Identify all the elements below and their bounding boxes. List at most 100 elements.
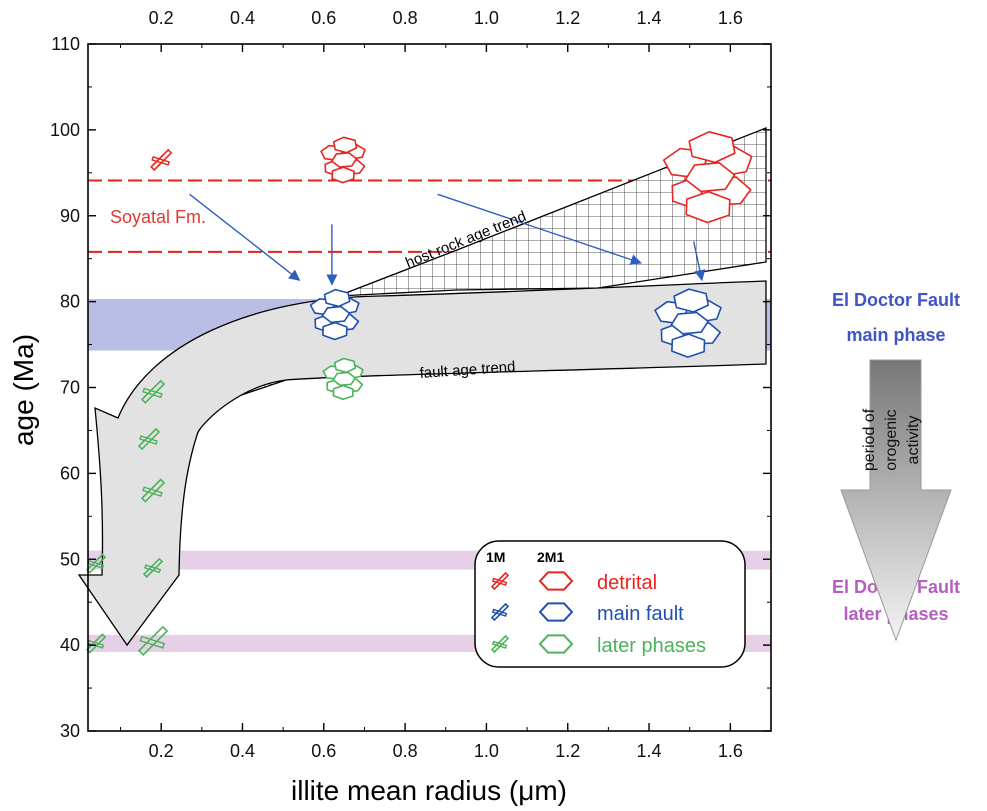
y-tick-label-3: 50: [60, 549, 80, 569]
x-tick-label-bottom-8: 1.6: [718, 741, 743, 761]
point-later-phases-7-lath-1: [85, 633, 107, 654]
point-main-fault-1: [309, 288, 360, 341]
point-main-fault-2-plate-5: [670, 311, 709, 335]
x-tick-label-top-8: 1.6: [718, 8, 743, 28]
transition-arrow-3: [437, 193, 642, 266]
x-tick-label-top-4: 0.8: [393, 8, 418, 28]
fault-trend-label: fault age trend: [419, 358, 516, 382]
legend-1m-glyph-2: [490, 602, 510, 622]
point-later-phases-4-lath-1: [140, 478, 166, 503]
point-later-phases-6: [142, 557, 164, 578]
point-detrital-3-plate-7: [685, 190, 731, 224]
point-later-phases-8: [137, 625, 169, 656]
legend-label-detrital: detrital: [597, 572, 657, 594]
y-tick-label-2: 40: [60, 635, 80, 655]
legend-1m-glyph-2-lath-1: [490, 602, 510, 622]
x-tick-label-top-5: 1.0: [474, 8, 499, 28]
point-later-phases-8-lath-2: [139, 635, 166, 649]
x-tick-label-bottom-1: 0.2: [149, 741, 174, 761]
y-axis-title: age (Ma): [8, 334, 39, 446]
point-detrital-2-plate-7: [331, 166, 355, 184]
side-period-line-2: orogenic: [883, 409, 900, 470]
side-period-arrow: [840, 359, 952, 642]
point-detrital-2: [320, 136, 366, 184]
x-tick-label-bottom-6: 1.2: [555, 741, 580, 761]
point-later-phases-4-lath-2: [142, 486, 163, 497]
side-period-line-1: period of: [861, 408, 878, 471]
point-later-phases-6-lath-2: [144, 564, 162, 574]
point-later-phases-2: [140, 379, 166, 404]
x-tick-label-bottom-7: 1.4: [637, 741, 662, 761]
side-period-line-3: activity: [905, 416, 922, 465]
x-axis-title: illite mean radius (μm): [291, 775, 567, 806]
point-detrital-3-plate-6: [688, 131, 736, 164]
legend-col-2m1: 2M1: [537, 549, 564, 565]
side-panel: El Doctor Fault main phase El Doctor Fau…: [832, 290, 960, 642]
point-later-phases-4: [140, 478, 166, 503]
transition-arrow-4: [693, 241, 706, 282]
point-later-phases-3-lath-1: [137, 427, 161, 451]
legend-1m-glyph-3-lath-2: [491, 640, 508, 649]
legend-2m1-glyph-2: [538, 602, 574, 622]
legend-label-main-fault: main fault: [597, 603, 684, 625]
x-tick-label-bottom-2: 0.4: [230, 741, 255, 761]
point-detrital-1-lath-1: [150, 148, 173, 172]
point-main-fault-2-plate-6: [673, 288, 710, 313]
side-main-phase-line-2: main phase: [846, 325, 945, 345]
y-tick-label-1: 30: [60, 721, 80, 741]
legend-box: [474, 540, 746, 668]
point-main-fault-2: [654, 288, 722, 358]
host-rock-trend-wedge: [337, 127, 767, 297]
legend-label-later-phases: later phases: [597, 635, 706, 657]
y-tick-label-9: 110: [51, 34, 80, 54]
y-tick-label-8: 100: [50, 120, 80, 140]
legend-1m-glyph-2-lath-2: [491, 608, 508, 617]
point-later-phases-2-lath-1: [140, 379, 166, 404]
legend: 1M 2M1 detrital main fault later phases: [474, 540, 746, 668]
legend-1m-glyph-3: [490, 634, 510, 654]
x-tick-label-top-3: 0.6: [311, 8, 336, 28]
point-detrital-2-plate-6: [332, 136, 358, 154]
y-tick-label-5: 70: [60, 378, 80, 398]
y-tick-label-4: 60: [60, 463, 80, 483]
point-later-phases-1: [322, 357, 364, 401]
point-detrital-1-lath-2: [151, 156, 171, 166]
point-later-phases-3: [137, 427, 161, 451]
x-tick-label-bottom-4: 0.8: [393, 741, 418, 761]
point-detrital-1: [150, 148, 173, 172]
x-tick-label-top-1: 0.2: [149, 8, 174, 28]
point-later-phases-5-lath-1: [85, 553, 107, 574]
transition-arrow-1: [189, 193, 301, 281]
point-later-phases-2-lath-2: [142, 387, 163, 399]
point-later-phases-8-lath-1: [137, 625, 169, 656]
soyatal-label: Soyatal Fm.: [110, 207, 206, 227]
point-later-phases-6-lath-1: [142, 557, 164, 578]
x-tick-label-top-7: 1.4: [637, 8, 662, 28]
point-detrital-2-plate-5: [331, 152, 358, 168]
point-main-fault-2-plate-7: [671, 333, 706, 358]
legend-1m-glyph-1-lath-2: [491, 577, 508, 586]
side-main-phase-line-1: El Doctor Fault: [832, 290, 960, 310]
x-tick-label-top-2: 0.4: [230, 8, 255, 28]
legend-2m1-glyph-3: [538, 634, 574, 654]
legend-col-1m: 1M: [486, 549, 505, 565]
point-later-phases-1-plate-5: [332, 371, 357, 387]
side-period-label: period of orogenic activity: [861, 408, 922, 471]
point-main-fault-1-plate-7: [322, 321, 348, 341]
x-tick-label-top-6: 1.2: [555, 8, 580, 28]
point-main-fault-1-plate-6: [323, 288, 351, 308]
x-tick-label-bottom-5: 1.0: [474, 741, 499, 761]
point-detrital-3: [662, 131, 753, 224]
point-later-phases-3-lath-2: [139, 435, 158, 445]
y-tick-label-7: 90: [60, 206, 80, 226]
legend-1m-glyph-1: [490, 571, 510, 591]
point-later-phases-1-plate-6: [333, 357, 357, 374]
y-tick-label-6: 80: [60, 292, 80, 312]
legend-1m-glyph-1-lath-1: [490, 571, 510, 591]
point-detrital-3-plate-5: [684, 162, 736, 193]
x-tick-label-bottom-3: 0.6: [311, 741, 336, 761]
legend-2m1-glyph-1: [538, 571, 574, 591]
point-later-phases-1-plate-7: [332, 384, 354, 401]
point-main-fault-1-plate-5: [321, 305, 351, 324]
